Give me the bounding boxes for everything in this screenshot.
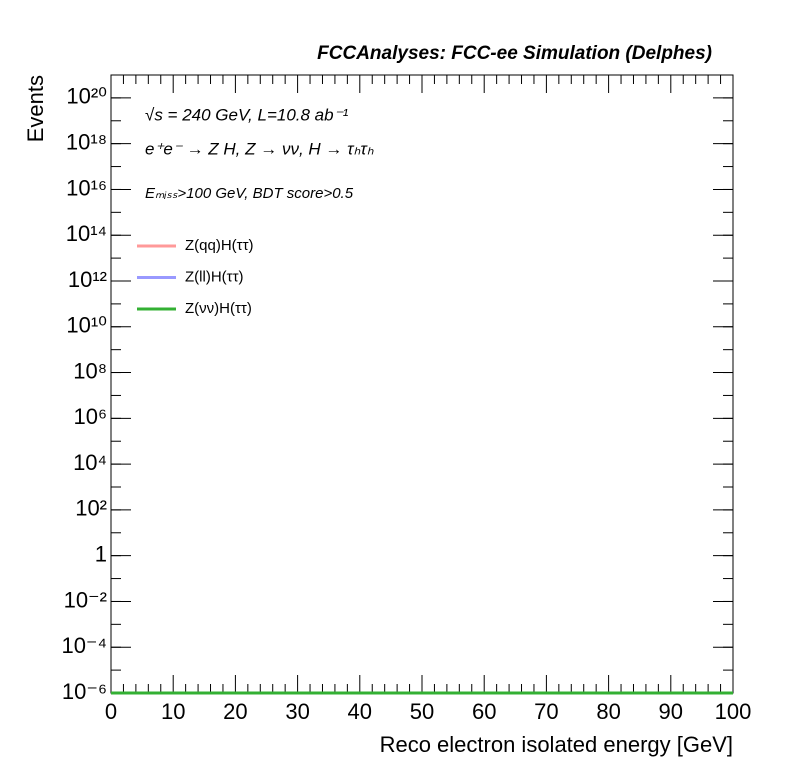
x-tick-label: 100	[715, 699, 752, 724]
y-tick-label: 10⁻²	[64, 587, 107, 612]
x-tick-label: 60	[472, 699, 496, 724]
y-tick-label: 10²	[75, 496, 107, 521]
legend-label: Z(qq)H(ττ)	[185, 237, 254, 254]
x-tick-label: 50	[410, 699, 434, 724]
y-tick-label: 10¹²	[68, 267, 107, 292]
y-tick-label: 10¹⁶	[66, 175, 107, 200]
y-tick-label: 10¹⁰	[66, 313, 107, 338]
x-tick-label: 30	[285, 699, 309, 724]
annotation: Eₘᵢₛₛ>100 GeV, BDT score>0.5	[145, 185, 354, 202]
y-axis-label: Events	[23, 75, 48, 142]
annotation: √s = 240 GeV, L=10.8 ab⁻¹	[145, 105, 349, 124]
x-tick-label: 20	[223, 699, 247, 724]
y-tick-label: 10⁶	[73, 404, 107, 429]
legend-label: Z(ll)H(ττ)	[185, 268, 244, 285]
y-tick-label: 10²⁰	[66, 84, 107, 109]
x-tick-label: 70	[534, 699, 558, 724]
y-tick-label: 10¹⁸	[66, 129, 107, 154]
chart-title: FCCAnalyses: FCC-ee Simulation (Delphes)	[317, 43, 712, 64]
x-tick-label: 90	[659, 699, 683, 724]
annotation: e⁺e⁻ → Z H, Z → νν, H → τₕτₕ	[145, 139, 374, 158]
legend-label: Z(νν)H(ττ)	[185, 300, 252, 317]
x-tick-label: 40	[348, 699, 372, 724]
y-tick-label: 10¹⁴	[66, 221, 107, 246]
x-tick-label: 0	[105, 699, 117, 724]
x-axis-label: Reco electron isolated energy [GeV]	[380, 732, 733, 757]
y-tick-label: 10⁻⁴	[61, 633, 107, 658]
x-tick-label: 80	[596, 699, 620, 724]
y-tick-label: 10⁸	[73, 358, 107, 383]
y-tick-label: 10⁻⁶	[62, 679, 107, 704]
y-tick-label: 1	[95, 541, 107, 566]
y-tick-label: 10⁴	[73, 450, 107, 475]
x-tick-label: 10	[161, 699, 185, 724]
